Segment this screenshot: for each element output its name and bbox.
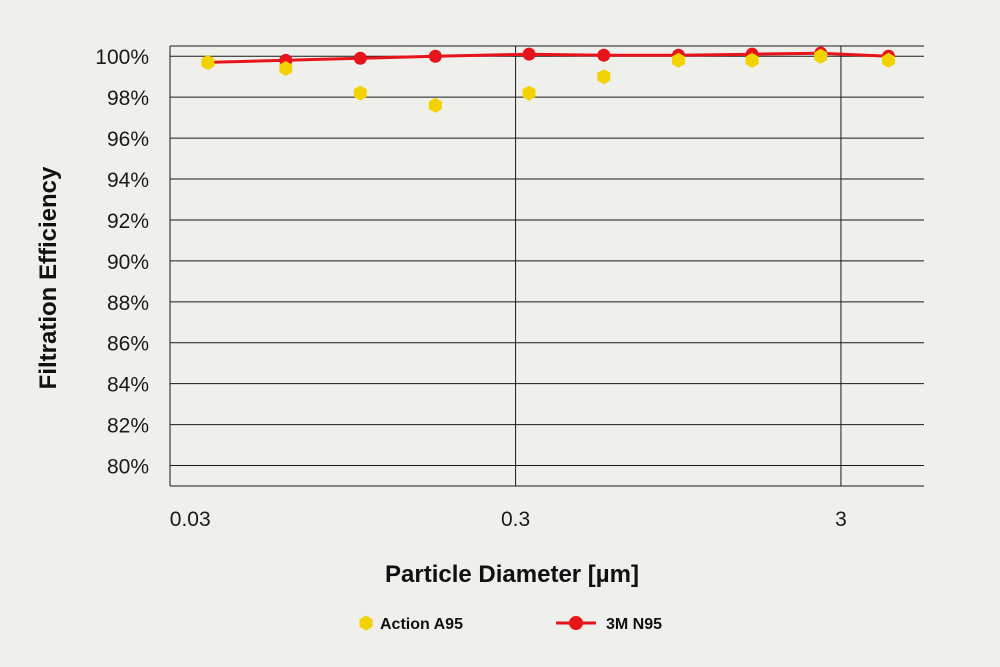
data-point-action-a95[interactable] (672, 52, 685, 68)
y-tick-label: 94% (107, 169, 149, 192)
series-lines (207, 51, 889, 64)
legend-marker-hexagon (359, 615, 373, 631)
data-point-action-a95[interactable] (279, 61, 293, 76)
data-point-action-a95[interactable] (597, 69, 611, 85)
y-tick-label: 86% (107, 333, 149, 356)
y-tick-label: 80% (107, 456, 149, 479)
legend-label-action-a95: Action A95 (380, 616, 463, 633)
y-axis-title: Filtration Efficiency (35, 166, 62, 389)
series-line-3m-n95 (207, 51, 889, 64)
data-point-action-a95[interactable] (201, 54, 215, 70)
legend: Action A95 3M N95 (359, 615, 662, 634)
data-point-action-a95[interactable] (814, 48, 828, 64)
data-point-action-a95[interactable] (522, 85, 536, 101)
y-tick-label: 84% (107, 374, 149, 397)
data-point-action-a95[interactable] (428, 97, 442, 113)
legend-item-3m-n95[interactable]: 3M N95 (556, 616, 662, 633)
y-tick-label: 96% (107, 128, 149, 151)
y-tick-label: 88% (107, 292, 149, 315)
legend-item-action-a95[interactable]: Action A95 (359, 615, 464, 634)
data-point-action-a95[interactable] (882, 52, 895, 68)
series-markers (201, 46, 895, 113)
x-tick-label: 0.3 (501, 508, 530, 531)
data-point-3m-n95[interactable] (428, 49, 442, 63)
data-point-3m-n95[interactable] (353, 51, 367, 65)
x-axis-title: Particle Diameter [µm] (385, 561, 639, 588)
data-point-action-a95[interactable] (353, 85, 367, 101)
y-tick-labels: 80% 82% 84% 86% 88% 90% 92% 94% 96% 98% 100% (95, 46, 149, 478)
y-tick-label: 92% (107, 210, 149, 233)
y-tick-label: 82% (107, 415, 149, 438)
y-tick-label: 98% (107, 87, 149, 110)
legend-marker-circle (569, 616, 583, 630)
x-tick-label: 3 (835, 508, 847, 531)
x-tick-label: 0.03 (170, 508, 211, 531)
x-tick-labels: 0.03 0.3 3 (170, 508, 847, 531)
y-tick-label: 100% (95, 46, 149, 69)
data-point-3m-n95[interactable] (522, 47, 536, 61)
data-point-3m-n95[interactable] (597, 48, 611, 62)
y-tick-label: 90% (107, 251, 149, 274)
grid (169, 45, 924, 487)
data-point-action-a95[interactable] (745, 52, 759, 68)
legend-label-3m-n95: 3M N95 (606, 616, 662, 633)
